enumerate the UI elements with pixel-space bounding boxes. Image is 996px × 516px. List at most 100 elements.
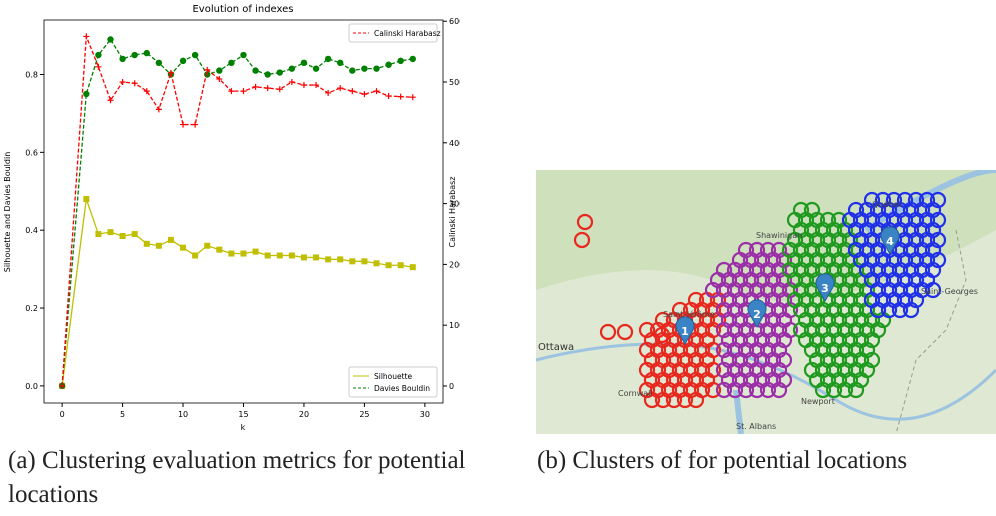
y2-tick-label: 200: [449, 260, 460, 269]
chart-title: Evolution of indexes: [192, 4, 293, 15]
point: [374, 260, 380, 266]
point: [361, 91, 367, 97]
y-tick-label: 0.6: [25, 148, 38, 157]
y-tick-label: 0.8: [25, 70, 38, 79]
point: [107, 36, 113, 42]
point: [301, 254, 307, 260]
y-tick-label: 0.2: [25, 304, 38, 313]
point: [253, 249, 259, 255]
point: [192, 252, 198, 258]
point: [289, 65, 295, 71]
point: [325, 256, 331, 262]
point: [168, 237, 174, 243]
point: [120, 79, 126, 85]
place-label: Shawinigan: [756, 231, 802, 240]
page: {"chart_data": {"type": "line", "title":…: [0, 0, 996, 516]
legend-label: Davies Bouldin: [374, 384, 430, 393]
x-tick-label: 25: [359, 410, 369, 419]
x-tick-label: 0: [60, 410, 65, 419]
caption: (a) Clustering evaluation metrics for po…: [8, 444, 488, 512]
point: [410, 56, 416, 62]
x-tick-label: 20: [299, 410, 309, 419]
point: [252, 67, 258, 73]
point: [289, 252, 295, 258]
y-tick-label: 0.4: [25, 226, 38, 235]
y2-tick-label: 500: [449, 78, 460, 87]
point: [385, 62, 391, 68]
point: [180, 58, 186, 64]
y2-tick-label: 600: [449, 17, 460, 26]
point: [216, 67, 222, 73]
place-label: Saint-Georges: [921, 287, 978, 296]
y-axis-label: Silhouette and Davies Bouldin: [3, 152, 12, 273]
legend-label: Silhouette: [374, 372, 413, 381]
point: [337, 85, 343, 91]
series-line: [62, 36, 413, 386]
point: [180, 245, 186, 251]
point: [192, 122, 198, 128]
point: [204, 243, 210, 249]
chart: Evolution of indexes k Silhouette and Da…: [0, 0, 460, 430]
point: [83, 33, 89, 39]
y2-tick-label: 0: [449, 382, 454, 391]
caption: (b) Clusters of for potential locations: [537, 444, 996, 478]
point: [132, 231, 138, 237]
y2-tick-label: 100: [449, 321, 460, 330]
point: [83, 196, 89, 202]
point: [361, 65, 367, 71]
point: [156, 60, 162, 66]
point: [228, 60, 234, 66]
point: [216, 247, 222, 253]
point: [373, 65, 379, 71]
point: [240, 52, 246, 58]
map: Ottawa Cornwall Newport St. Albans Saint…: [536, 170, 996, 434]
point: [398, 94, 404, 100]
point: [277, 86, 283, 92]
point: [265, 252, 271, 258]
point: [132, 80, 138, 86]
point: [253, 84, 259, 90]
point: [228, 251, 234, 257]
y2-tick-label: 400: [449, 139, 460, 148]
point: [156, 243, 162, 249]
place-label: Cornwall: [618, 389, 653, 398]
point: [144, 50, 150, 56]
x-tick-label: 30: [420, 410, 430, 419]
place-label: Québec: [872, 199, 903, 209]
point: [228, 88, 234, 94]
point: [131, 52, 137, 58]
point: [337, 60, 343, 66]
legend-label: Calinski Harabasz: [374, 29, 441, 38]
point: [301, 60, 307, 66]
y-tick-label: 0.0: [25, 382, 38, 391]
point: [386, 93, 392, 99]
point: [83, 91, 89, 97]
point: [180, 122, 186, 128]
point: [241, 251, 247, 257]
point: [349, 88, 355, 94]
point: [374, 88, 380, 94]
point: [361, 258, 367, 264]
point: [398, 262, 404, 268]
point: [120, 233, 126, 239]
point: [95, 231, 101, 237]
point: [241, 88, 247, 94]
point: [325, 56, 331, 62]
pin-label: 4: [886, 235, 894, 248]
series-line: [62, 199, 413, 386]
point: [397, 58, 403, 64]
point: [95, 52, 101, 58]
place-label: Newport: [801, 397, 835, 406]
plot-frame: [44, 20, 443, 403]
y2-axis-label: Calinski Harabasz: [448, 176, 457, 247]
point: [301, 82, 307, 88]
place-label: St. Albans: [736, 422, 776, 431]
point: [313, 254, 319, 260]
point: [313, 65, 319, 71]
pin-label: 1: [681, 325, 689, 338]
point: [349, 258, 355, 264]
place-label: Ottawa: [538, 342, 574, 353]
y2-tick-label: 300: [449, 200, 460, 209]
x-tick-label: 10: [178, 410, 188, 419]
x-tick-label: 5: [120, 410, 125, 419]
